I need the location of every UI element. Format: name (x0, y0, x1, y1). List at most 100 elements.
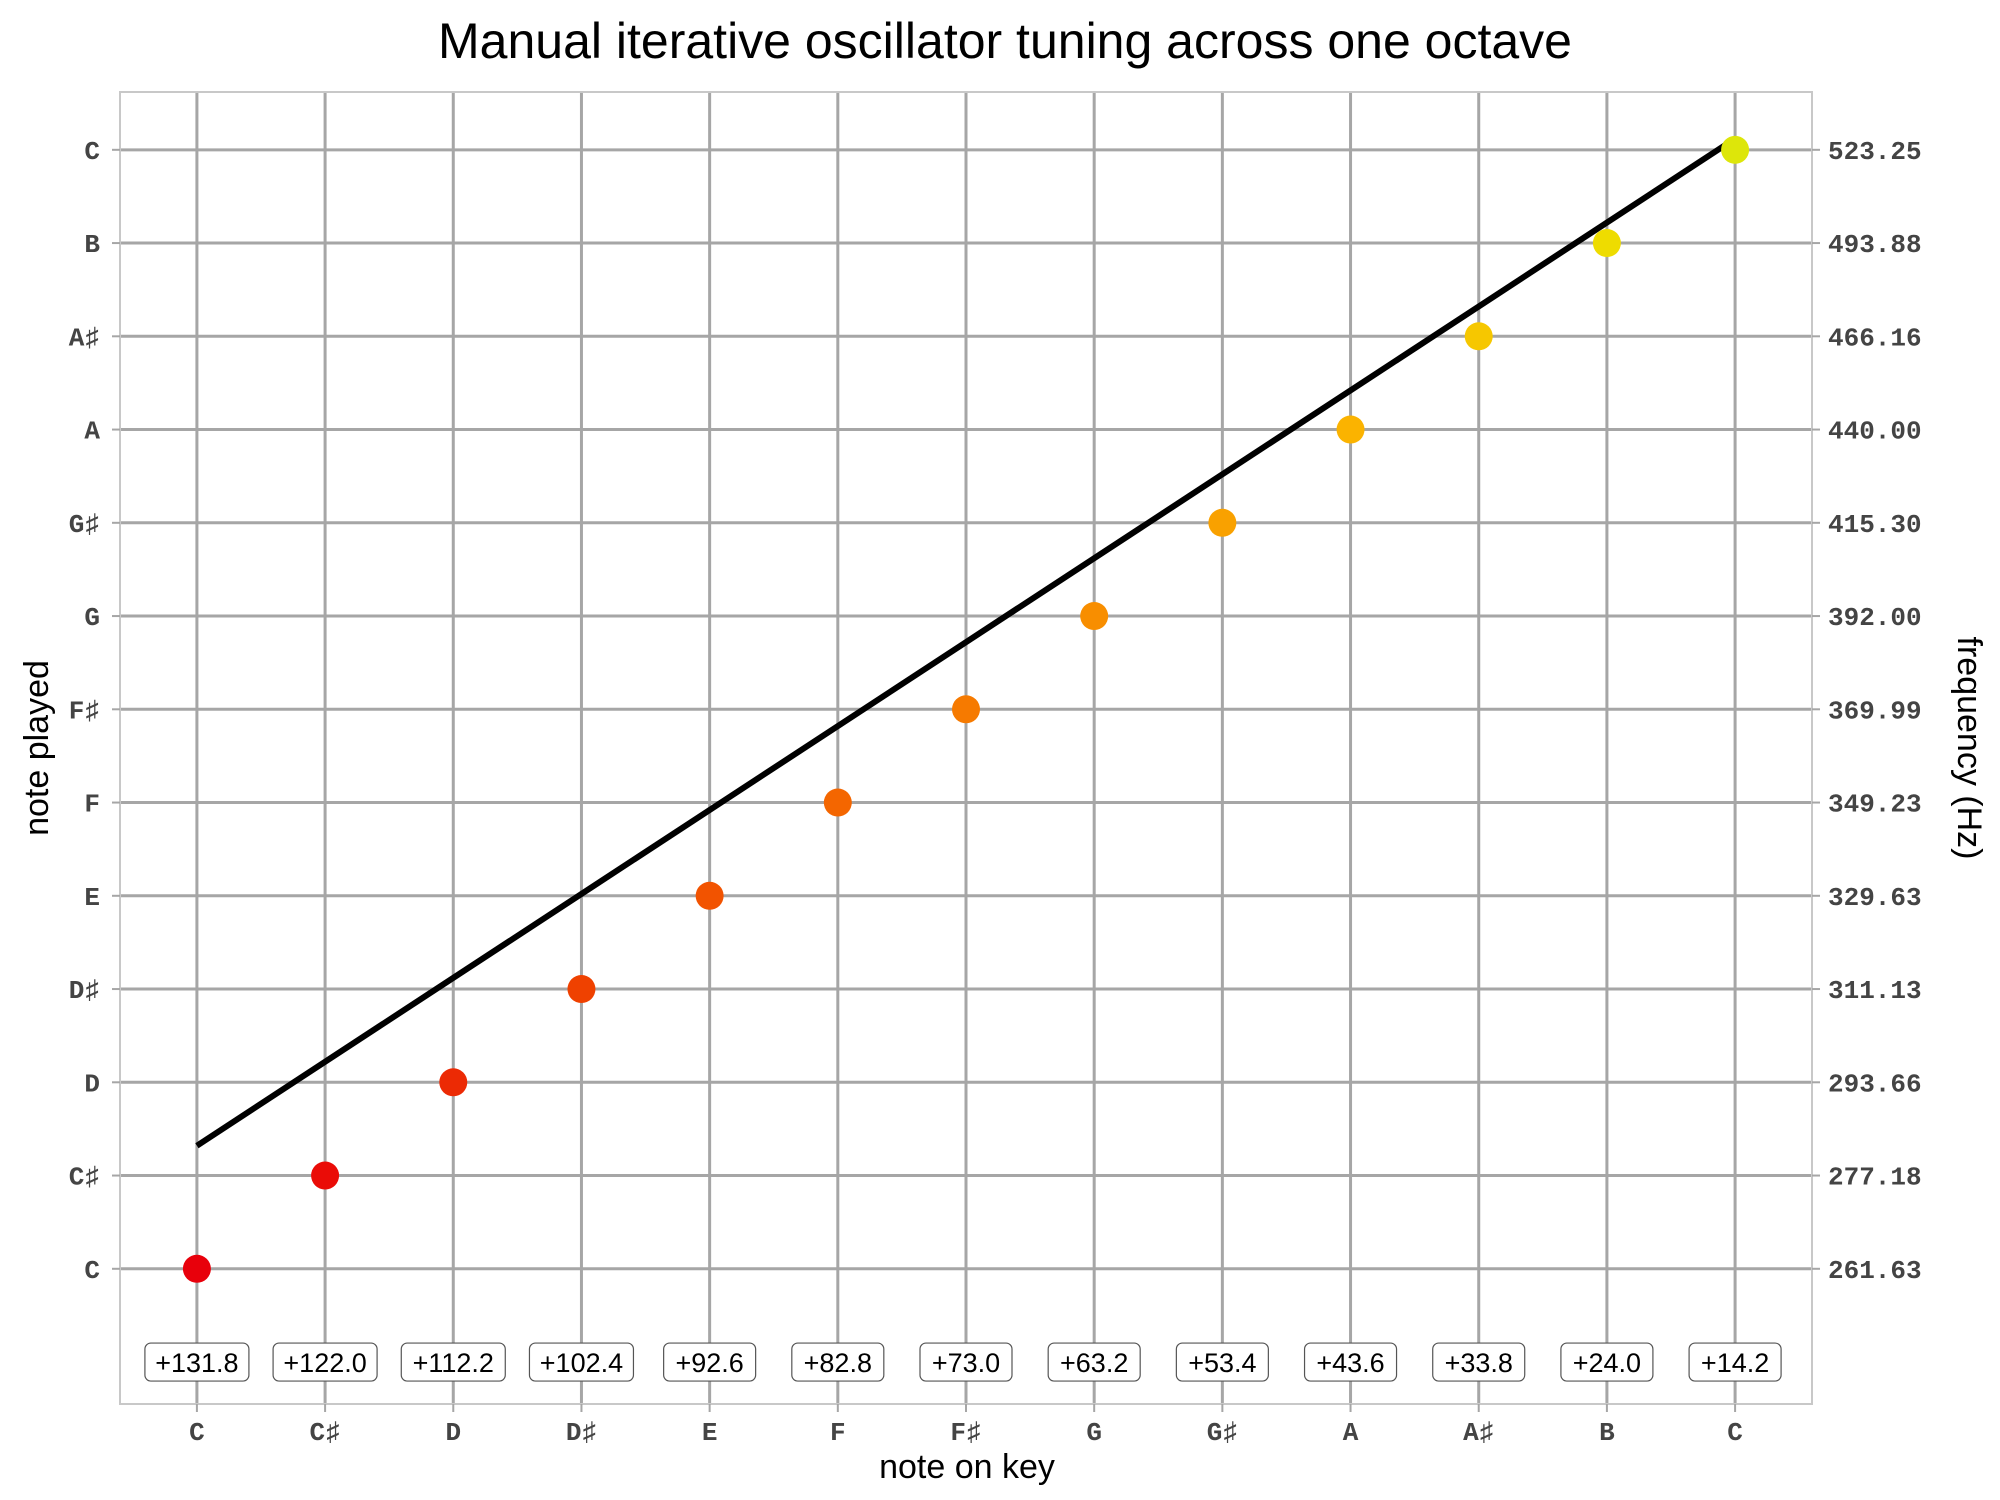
offset-label: +33.8 (1432, 1342, 1526, 1382)
offset-labels: +131.8 +122.0 +112.2 +102.4 +92.6 +82.8 +73.0 +… (144, 1342, 1782, 1382)
offset-label: +14.2 (1688, 1342, 1782, 1382)
frequency-tick-label: 261.63 (1828, 1256, 1922, 1286)
offset-label: +24.0 (1560, 1342, 1654, 1382)
offset-label-text: +33.8 (1445, 1348, 1513, 1378)
offset-label: +131.8 (144, 1342, 250, 1382)
y-tick-label: A (84, 417, 100, 447)
trend-line (195, 136, 1737, 1149)
y-tick-label: C (84, 1256, 100, 1286)
offset-label-text: +63.2 (1060, 1348, 1128, 1378)
offset-label-box (1047, 1342, 1141, 1382)
frequency-tick-label: 493.88 (1828, 230, 1922, 260)
grid (120, 92, 1812, 1404)
x-tick-label: D♯ (566, 1418, 597, 1448)
data-point (952, 695, 980, 724)
chart-title: Manual iterative oscillator tuning acros… (438, 13, 1572, 69)
offset-label-box (1560, 1342, 1654, 1382)
offset-label-text: +92.6 (675, 1348, 743, 1378)
frequency-tick-label: 311.13 (1828, 976, 1922, 1006)
data-point (1464, 322, 1493, 351)
data-point (439, 1068, 468, 1097)
offset-label-text: +122.0 (283, 1348, 366, 1378)
offset-label: +112.2 (400, 1342, 506, 1382)
x-tick-label: D (445, 1418, 461, 1448)
x-tick-label: G♯ (1207, 1418, 1238, 1448)
data-point (1336, 415, 1365, 444)
offset-label-text: +82.8 (804, 1348, 872, 1378)
data-point (1208, 508, 1237, 537)
x-tick-label: C (189, 1418, 205, 1448)
data-point (823, 788, 852, 817)
data-point (182, 1254, 211, 1283)
frequency-tick-label: 415.30 (1828, 510, 1922, 540)
frequency-tick-label: 392.00 (1828, 603, 1922, 633)
offset-label-box (272, 1342, 378, 1382)
y-tick-label: D (84, 1069, 100, 1099)
offset-label-box (663, 1342, 757, 1382)
offset-label-box (144, 1342, 250, 1382)
y-axis-right-title: frequency (Hz) (1950, 637, 1988, 860)
offset-label: +73.0 (919, 1342, 1013, 1382)
y-tick-label: F (84, 790, 100, 820)
frequency-tick-label: 277.18 (1828, 1163, 1922, 1193)
x-tick-label: F♯ (950, 1418, 981, 1448)
data-points (182, 135, 1750, 1283)
offset-label: +53.4 (1175, 1342, 1269, 1382)
offset-label-box (1432, 1342, 1526, 1382)
y-tick-label: G (84, 603, 100, 633)
x-tick-label: C♯ (309, 1418, 340, 1448)
data-point (1080, 602, 1109, 631)
frequency-tick-label: 440.00 (1828, 417, 1922, 447)
offset-label: +102.4 (528, 1342, 635, 1382)
offset-label-text: +73.0 (932, 1348, 1000, 1378)
x-tick-label: F (830, 1418, 846, 1448)
offset-label: +43.6 (1303, 1342, 1398, 1382)
x-tick-label: A♯ (1463, 1418, 1494, 1448)
y-tick-label: F♯ (69, 696, 100, 726)
offset-label: +82.8 (791, 1342, 885, 1382)
frequency-tick-label: 523.25 (1828, 137, 1922, 167)
frequency-tick-label: 369.99 (1828, 696, 1922, 726)
x-axis-title: note on key (879, 1448, 1055, 1486)
frequency-tick-label: 293.66 (1828, 1069, 1922, 1099)
offset-label-box (1688, 1342, 1782, 1382)
offset-label-box (1303, 1342, 1398, 1382)
x-tick-label: A (1343, 1418, 1359, 1448)
y-axis-title: note played (18, 660, 56, 836)
y-tick-label: B (84, 230, 100, 260)
offset-label-text: +24.0 (1573, 1348, 1641, 1378)
x-tick-label: C (1727, 1418, 1743, 1448)
offset-label-box (528, 1342, 635, 1382)
offset-label-box (791, 1342, 885, 1382)
data-point (567, 975, 596, 1004)
offset-label: +92.6 (663, 1342, 757, 1382)
y-tick-label: G♯ (69, 510, 100, 540)
frequency-tick-label: 349.23 (1828, 790, 1922, 820)
trend-line-layer (195, 136, 1737, 1149)
y-tick-label: A♯ (69, 323, 100, 353)
offset-label-text: +131.8 (155, 1348, 238, 1378)
offset-label: +122.0 (272, 1342, 378, 1382)
y-tick-label: C (84, 137, 100, 167)
data-point (1721, 135, 1750, 164)
offset-label-text: +112.2 (413, 1348, 494, 1378)
y-tick-label: D♯ (69, 976, 100, 1006)
offset-label-text: +14.2 (1701, 1348, 1769, 1378)
offset-label-text: +43.6 (1316, 1348, 1384, 1378)
frequency-tick-label: 466.16 (1828, 323, 1922, 353)
frequency-tick-label: 329.63 (1828, 883, 1922, 913)
x-tick-label: E (702, 1418, 718, 1448)
y-tick-label: C♯ (69, 1163, 100, 1193)
x-tick-label: B (1599, 1418, 1615, 1448)
offset-label-text: +53.4 (1188, 1348, 1256, 1378)
data-point (311, 1161, 340, 1190)
y-tick-label: E (84, 883, 100, 913)
x-tick-label: G (1086, 1418, 1102, 1448)
offset-label-text: +102.4 (540, 1348, 623, 1378)
data-point (1592, 229, 1621, 258)
y-axis-ticks: C C♯ D D♯ E F F♯ G G♯ A A♯ B C (69, 137, 120, 1286)
data-point (695, 881, 724, 910)
x-axis-ticks: C C♯ D D♯ E F F♯ G G♯ A A♯ B C (189, 1404, 1743, 1448)
y-axis-right-ticks: 261.63 277.18 293.66 311.13 329.63 349.23 369.… (1812, 137, 1922, 1286)
